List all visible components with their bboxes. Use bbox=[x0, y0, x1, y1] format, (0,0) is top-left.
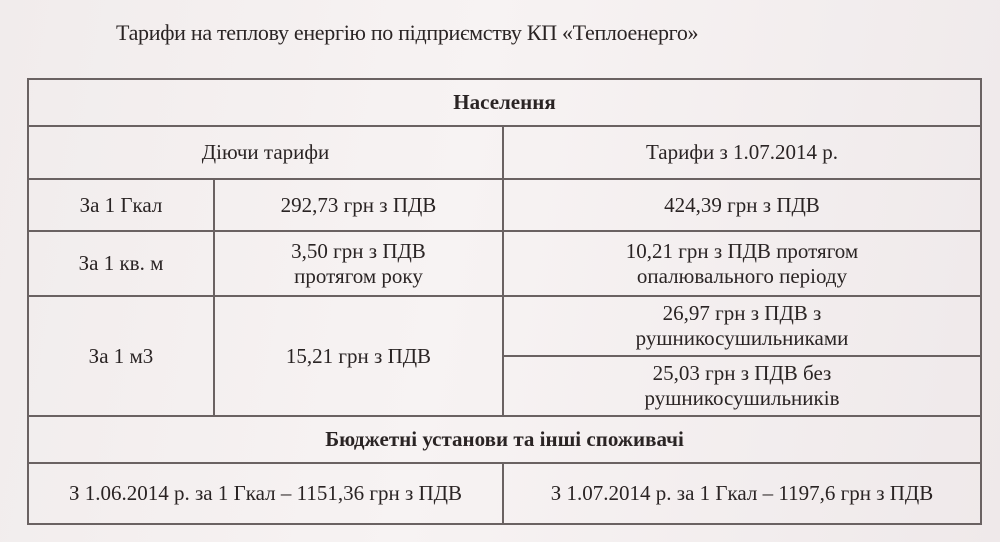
row-unit: За 1 Гкал bbox=[27, 178, 215, 232]
table-row: За 1 м3 15,21 грн з ПДВ 26,97 грн з ПДВ … bbox=[27, 295, 983, 417]
row-new-alt: 25,03 грн з ПДВ без рушникосушильників bbox=[501, 355, 983, 417]
table-row: За 1 Гкал 292,73 грн з ПДВ 424,39 грн з … bbox=[27, 178, 983, 232]
document-title: Тарифи на теплову енергію по підприємств… bbox=[116, 20, 699, 45]
header-current-tariffs: Діючи тарифи bbox=[27, 125, 504, 180]
budget-current: З 1.06.2014 р. за 1 Гкал – 1151,36 грн з… bbox=[27, 462, 504, 525]
row-new: 26,97 грн з ПДВ з рушникосушильниками bbox=[501, 295, 983, 357]
row-unit: За 1 кв. м bbox=[27, 230, 215, 297]
section-budget: Бюджетні установи та інші споживачі bbox=[26, 415, 983, 464]
budget-new: З 1.07.2014 р. за 1 Гкал – 1197,6 грн з … bbox=[501, 462, 983, 525]
row-new: 10,21 грн з ПДВ протягом опалювального п… bbox=[501, 230, 983, 297]
row-current: 15,21 грн з ПДВ bbox=[213, 295, 504, 417]
row-new: 424,39 грн з ПДВ bbox=[501, 178, 983, 232]
row-unit: За 1 м3 bbox=[27, 295, 215, 417]
row-current: 292,73 грн з ПДВ bbox=[213, 178, 504, 232]
section-population: Населення bbox=[26, 78, 983, 127]
table-row: За 1 кв. м 3,50 грн з ПДВ протягом року … bbox=[27, 230, 983, 297]
header-new-tariffs: Тарифи з 1.07.2014 р. bbox=[501, 125, 983, 180]
tariff-table: Населення Діючи тарифи Тарифи з 1.07.201… bbox=[26, 78, 983, 525]
row-current: 3,50 грн з ПДВ протягом року bbox=[213, 230, 504, 297]
table-row: 25,03 грн з ПДВ без рушникосушильників bbox=[28, 355, 983, 417]
